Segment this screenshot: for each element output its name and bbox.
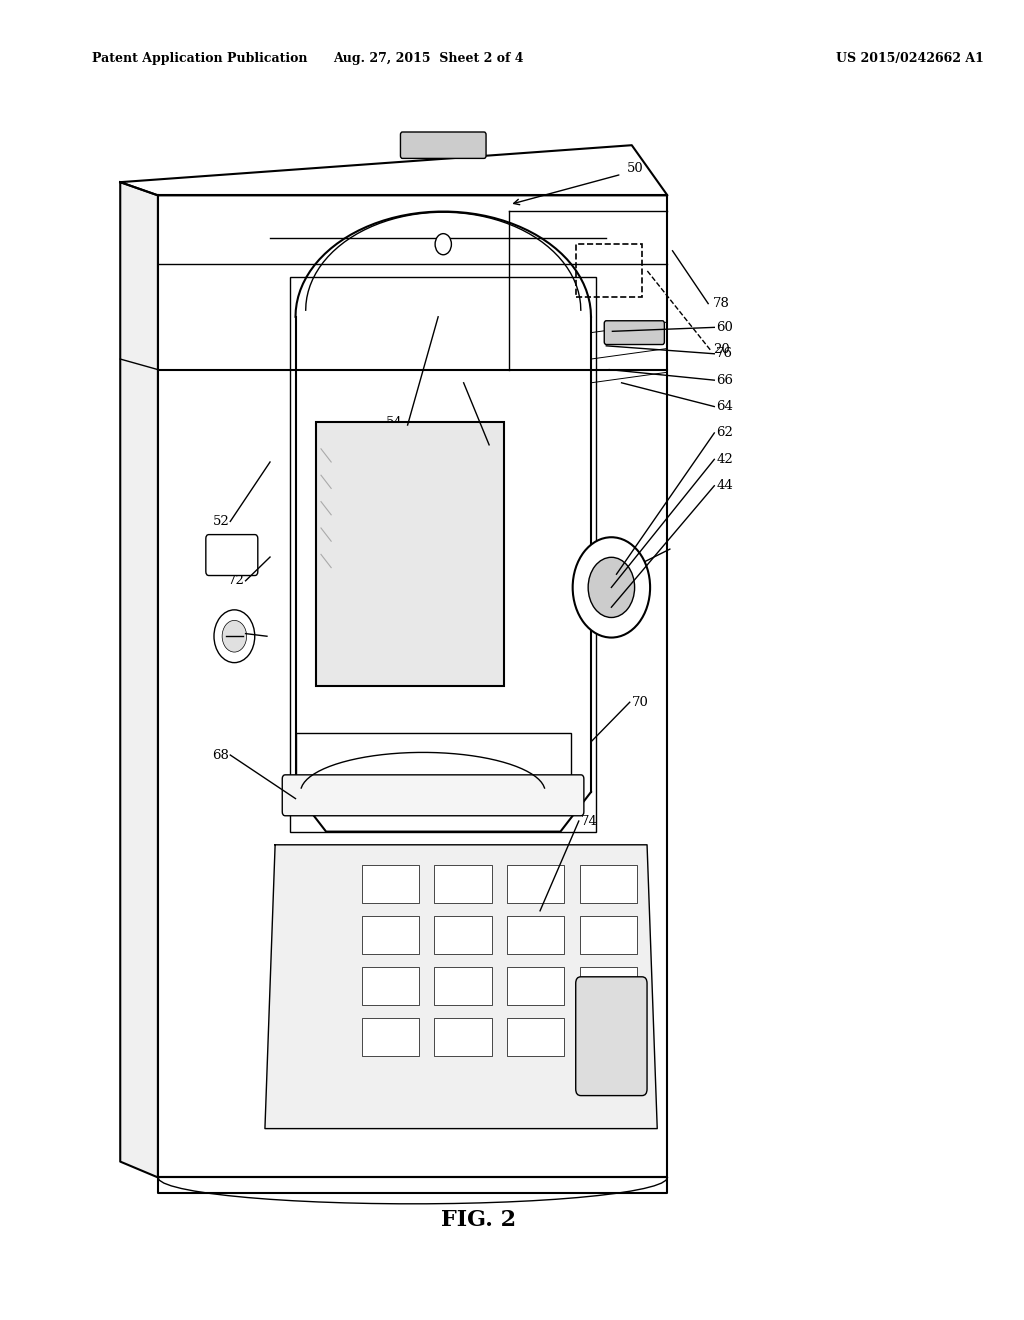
Text: 54: 54 [386,416,402,429]
Text: 78: 78 [714,297,730,310]
Text: 76: 76 [717,347,733,360]
Text: 68: 68 [212,748,229,762]
Text: 60: 60 [717,321,733,334]
Bar [315,422,505,686]
Text: FIG. 2: FIG. 2 [441,1209,516,1230]
Bar [361,916,419,953]
Bar [507,865,564,903]
Bar [361,1018,419,1056]
Bar [580,916,637,953]
Bar [434,968,492,1005]
Polygon shape [120,182,158,1177]
Circle shape [572,537,650,638]
Text: Aug. 27, 2015  Sheet 2 of 4: Aug. 27, 2015 Sheet 2 of 4 [333,51,523,65]
Bar [580,1018,637,1056]
Text: 58: 58 [489,436,506,449]
Circle shape [588,557,635,618]
Text: 42: 42 [717,453,733,466]
Text: 70: 70 [632,696,648,709]
Text: 66: 66 [717,374,733,387]
Text: 44: 44 [717,479,733,492]
Bar [291,277,596,832]
Polygon shape [158,195,668,1177]
FancyBboxPatch shape [206,535,258,576]
Circle shape [435,234,452,255]
Text: 74: 74 [581,814,598,828]
Text: 64: 64 [717,400,733,413]
Polygon shape [120,145,668,195]
Bar [434,865,492,903]
Bar [575,244,642,297]
Bar [296,733,570,779]
FancyBboxPatch shape [575,977,647,1096]
Text: 72: 72 [227,574,245,587]
Text: 56: 56 [227,627,245,640]
Text: 20: 20 [714,343,730,356]
FancyBboxPatch shape [400,132,486,158]
Text: US 2015/0242662 A1: US 2015/0242662 A1 [836,51,983,65]
Circle shape [222,620,247,652]
Bar [580,865,637,903]
FancyBboxPatch shape [283,775,584,816]
Bar [361,865,419,903]
Text: 52: 52 [213,515,229,528]
Bar [434,916,492,953]
Polygon shape [265,845,657,1129]
Polygon shape [158,1177,668,1193]
Text: Patent Application Publication: Patent Application Publication [92,51,307,65]
Bar [434,1018,492,1056]
FancyBboxPatch shape [604,321,665,345]
Text: 62: 62 [717,426,733,440]
Bar [507,968,564,1005]
Bar [507,1018,564,1056]
Bar [507,916,564,953]
Bar [361,968,419,1005]
Bar [580,968,637,1005]
Circle shape [214,610,255,663]
Text: 50: 50 [627,162,643,176]
